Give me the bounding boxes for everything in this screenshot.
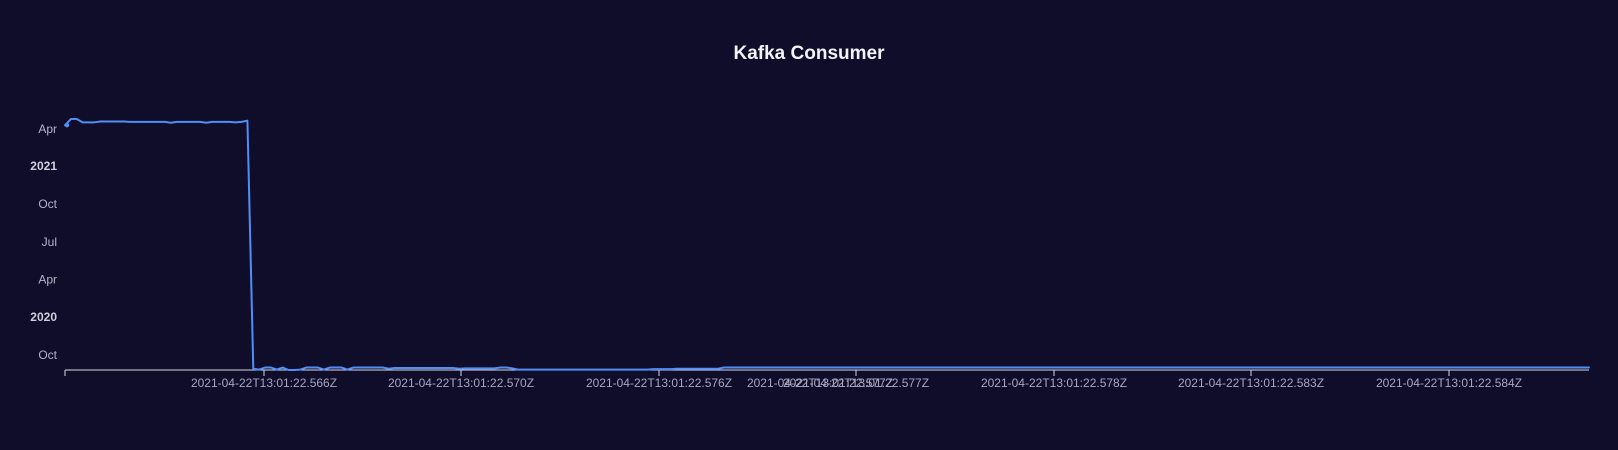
y-tick-label: 2020 <box>30 310 57 324</box>
x-tick-label: 2021-04-22T13:01:22.577Z <box>747 376 893 390</box>
y-tick-label: Oct <box>38 197 57 211</box>
x-tick-label: 2021-04-22T13:01:22.576Z <box>586 376 732 390</box>
y-tick-label: Apr <box>38 272 57 286</box>
y-tick-label: 2021 <box>30 159 57 173</box>
y-tick-label: Jul <box>42 235 57 249</box>
series-start-point <box>64 123 70 128</box>
x-tick-label: 2021-04-22T13:01:22.583Z <box>1178 376 1324 390</box>
x-tick-label: 2021-04-22T13:01:22.566Z <box>191 376 337 390</box>
x-tick-label: 2021-04-22T13:01:22.578Z <box>981 376 1127 390</box>
y-tick-label: Apr <box>38 122 57 136</box>
x-tick-label: 2021-04-22T13:01:22.570Z <box>388 376 534 390</box>
series-line <box>64 118 1590 371</box>
x-tick-label: 2021-04-22T13:01:22.577Z <box>783 376 929 390</box>
series-layer <box>64 118 1590 371</box>
y-axis: Oct 2020 Apr Jul Oct 2021 Apr <box>30 122 57 362</box>
chart-title: Kafka Consumer <box>734 43 886 64</box>
y-tick-label: Oct <box>38 348 57 362</box>
x-tick-label: 2021-04-22T13:01:22.584Z <box>1376 376 1522 390</box>
x-axis-ticks: 2021-04-22T13:01:22.566Z 2021-04-22T13:01… <box>64 370 1522 390</box>
